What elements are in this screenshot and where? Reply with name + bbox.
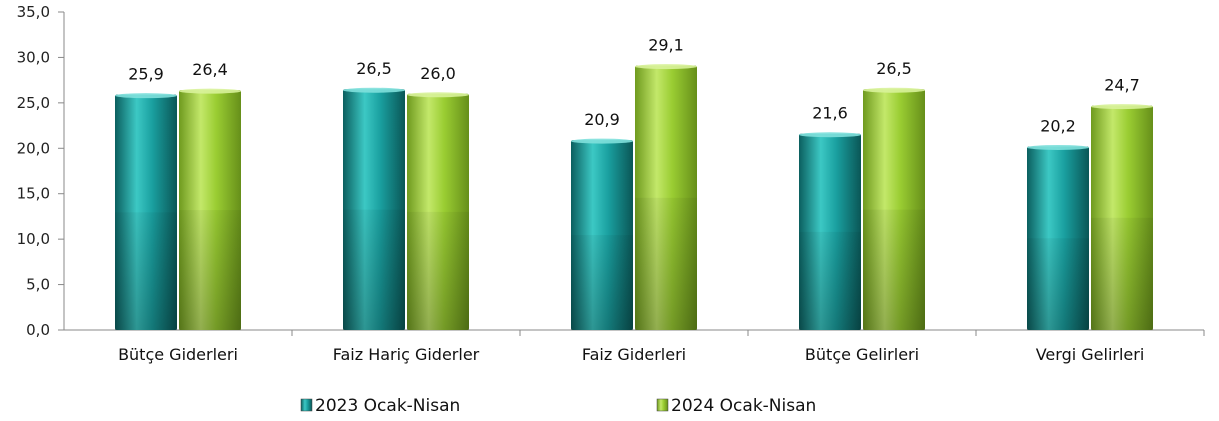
y-axis-ticks: 0,0 5,0 10,0 15,0 20,0 25,0 30,0 35,0: [17, 3, 64, 339]
data-label: 21,6: [812, 104, 848, 123]
bar-2023: 25,9: [115, 65, 177, 331]
bar-cap: [407, 92, 469, 98]
bar-2023: 20,2: [1027, 116, 1089, 330]
y-tick-label: 15,0: [17, 185, 50, 203]
chart-axes: [63, 12, 1204, 331]
category-label: Bütçe Gelirleri: [805, 345, 919, 364]
bar-shade: [343, 209, 405, 330]
y-tick-label: 0,0: [26, 321, 50, 339]
y-tick-label: 35,0: [17, 3, 50, 21]
bar-cap: [115, 93, 177, 99]
category-label: Faiz Giderleri: [582, 345, 686, 364]
bar-groups: 25,9 26,4 26,5 26,0 20,9 29,1 21,6 26,5 20,2 24,7: [115, 36, 1153, 331]
category-label: Faiz Hariç Giderler: [333, 345, 480, 364]
data-label: 20,9: [584, 110, 620, 129]
bar-shade: [407, 211, 469, 330]
bar-shade: [115, 212, 177, 330]
y-tick-label: 25,0: [17, 94, 50, 112]
category-label: Vergi Gelirleri: [1036, 345, 1145, 364]
y-tick-label: 10,0: [17, 230, 50, 248]
legend-item: 2024 Ocak-Nisan: [656, 396, 816, 416]
bar-cap: [1027, 144, 1089, 150]
bar-2024: 29,1: [635, 36, 697, 330]
bar-2023: 21,6: [799, 104, 861, 330]
bar-2023: 20,9: [571, 110, 633, 330]
bar-cap: [635, 64, 697, 70]
bar-2023: 26,5: [343, 59, 405, 330]
bar-cap: [799, 132, 861, 138]
legend-label: 2024 Ocak-Nisan: [671, 396, 816, 416]
bar-2024: 24,7: [1091, 76, 1153, 330]
data-label: 24,7: [1104, 76, 1140, 95]
bar-cap: [179, 88, 241, 94]
bar-cap: [863, 87, 925, 93]
data-label: 26,5: [356, 59, 392, 78]
data-label: 26,4: [192, 60, 228, 79]
data-label: 29,1: [648, 36, 684, 55]
bar-2024: 26,4: [179, 60, 241, 330]
legend-item: 2023 Ocak-Nisan: [300, 396, 460, 416]
data-label: 26,5: [876, 59, 912, 78]
legend-label: 2023 Ocak-Nisan: [315, 396, 460, 416]
y-tick-label: 5,0: [26, 276, 50, 294]
bar-cap: [571, 138, 633, 144]
bar-shade: [635, 197, 697, 330]
bar-shade: [1027, 238, 1089, 330]
category-label: Bütçe Giderleri: [118, 345, 238, 364]
legend: 2023 Ocak-Nisan 2024 Ocak-Nisan: [300, 396, 816, 416]
bar-shade: [799, 231, 861, 330]
bar-shade: [863, 209, 925, 330]
legend-swatch: [656, 398, 669, 412]
bar-cap: [1091, 104, 1153, 110]
bar-shade: [1091, 217, 1153, 330]
bar-2024: 26,0: [407, 64, 469, 331]
legend-swatch: [300, 398, 313, 412]
x-axis-labels: Bütçe Giderleri Faiz Hariç Giderler Faiz G…: [118, 330, 1205, 364]
bar-shade: [179, 210, 241, 330]
y-tick-label: 20,0: [17, 139, 50, 157]
bar-cap: [343, 87, 405, 93]
data-label: 26,0: [420, 64, 456, 83]
bar-2024: 26,5: [863, 59, 925, 330]
bar-shade: [571, 235, 633, 330]
data-label: 20,2: [1040, 116, 1076, 135]
data-label: 25,9: [128, 65, 164, 84]
y-tick-label: 30,0: [17, 48, 50, 66]
